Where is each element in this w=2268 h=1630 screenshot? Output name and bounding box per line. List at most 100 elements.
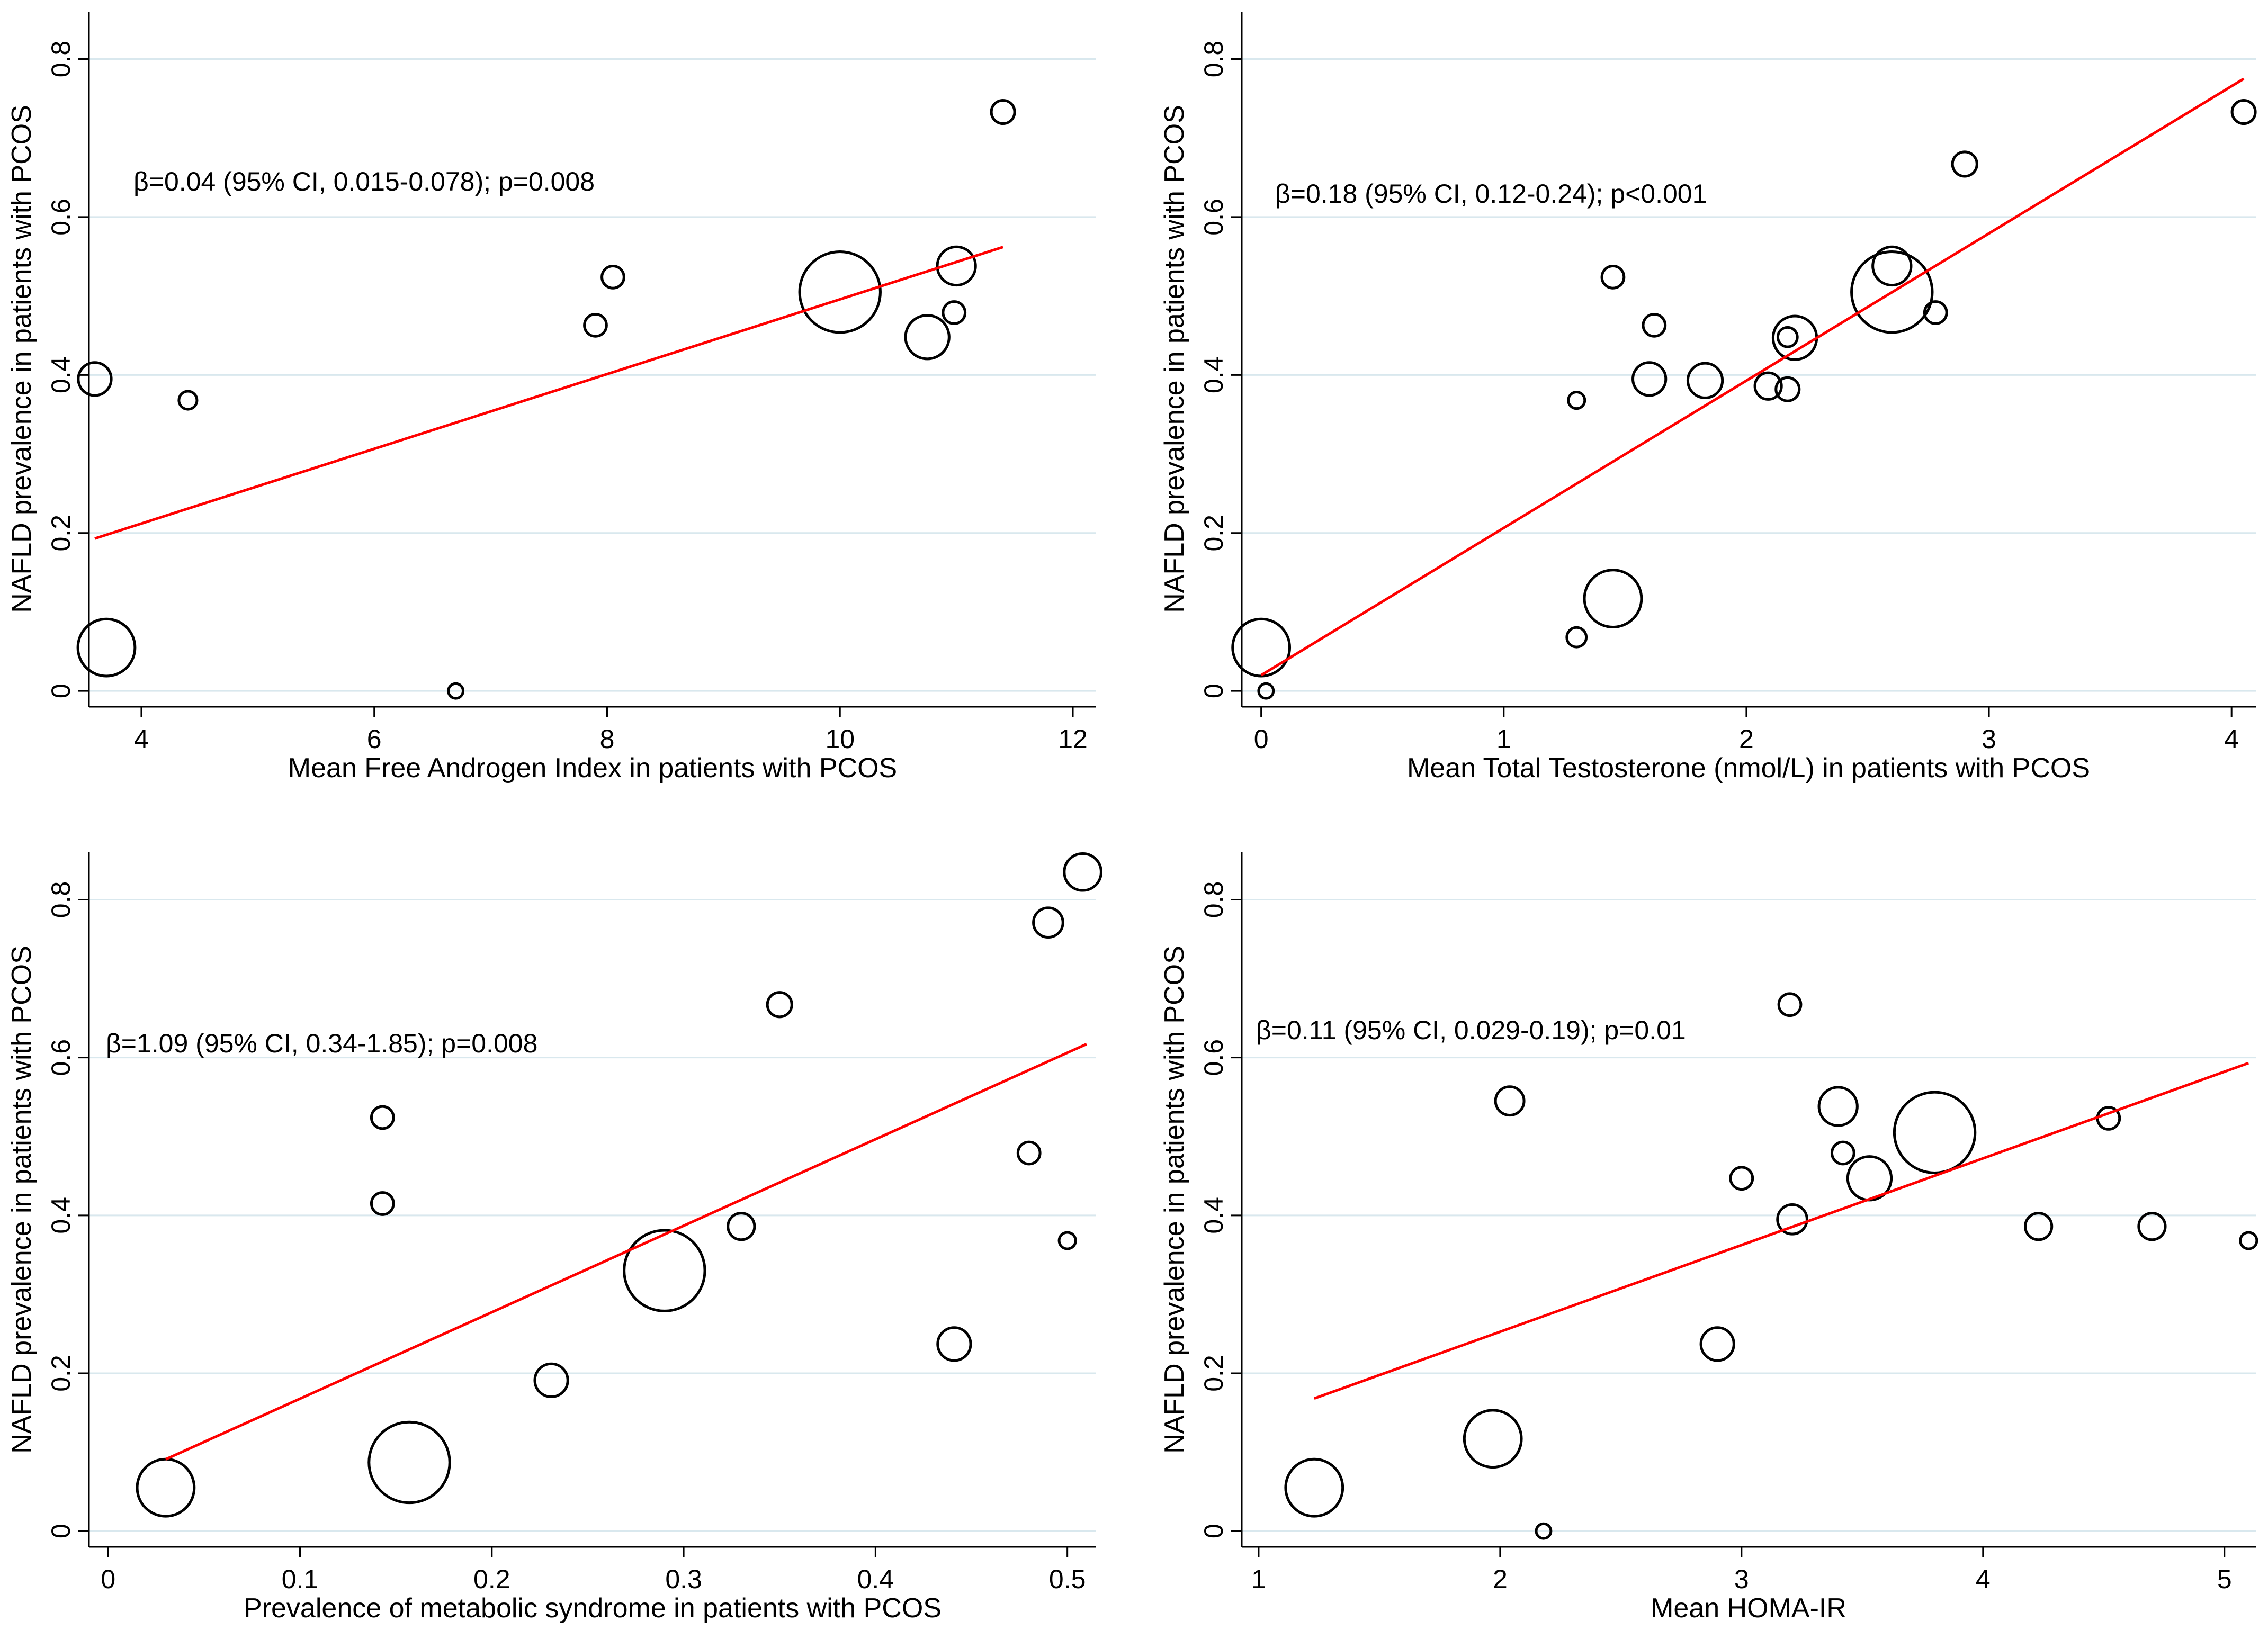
data-point-bubble — [1583, 569, 1643, 628]
panel-metabolic-syndrome: 0 0.2 0.4 0.6 0.8 0 0.1 0.2 0.3 0.4 0.5 β=1.09 (95… — [6, 852, 1102, 1624]
x-tick-label: 2 — [1739, 724, 1754, 754]
beta-annotation: β=0.18 (95% CI, 0.12-0.24); p<0.001 — [1275, 179, 1707, 209]
data-point-bubble — [1535, 1522, 1553, 1540]
x-tick-label: 2 — [1493, 1564, 1508, 1594]
data-point-bubble — [1923, 300, 1948, 325]
grid-lines — [1242, 58, 2256, 692]
data-point-bubble — [990, 98, 1016, 125]
beta-annotation: β=0.04 (95% CI, 0.015-0.078); p=0.008 — [133, 167, 595, 196]
bubbles — [1231, 98, 2257, 700]
y-tick-label: 0.2 — [1199, 1355, 1229, 1392]
data-point-bubble — [77, 361, 113, 397]
x-tick-label: 4 — [134, 724, 149, 754]
x-tick-label: 1 — [1251, 1564, 1266, 1594]
axis-ticks: 0 0.2 0.4 0.6 0.8 1 2 3 4 5 — [1199, 881, 2232, 1594]
data-point-bubble — [600, 264, 625, 290]
data-point-bubble — [370, 1105, 395, 1130]
data-point-bubble — [1631, 361, 1668, 397]
y-tick-label: 0.8 — [46, 881, 76, 918]
bubbles — [76, 98, 1016, 700]
axis-ticks: 0 0.2 0.4 0.6 0.8 4 6 8 10 12 — [46, 41, 1088, 754]
regression-line — [94, 246, 1003, 540]
x-tick-label: 0 — [1254, 724, 1269, 754]
beta-annotation: β=0.11 (95% CI, 0.029-0.19); p=0.01 — [1256, 1015, 1686, 1045]
x-tick-label: 3 — [1734, 1564, 1749, 1594]
y-tick-label: 0.2 — [46, 1355, 76, 1392]
x-tick-label: 0.5 — [1049, 1564, 1086, 1594]
regression-line — [1313, 1061, 2249, 1400]
data-point-bubble — [1753, 371, 1783, 401]
x-tick-label: 5 — [2217, 1564, 2232, 1594]
y-axis-label: NAFLD prevalence in patients with PCOS — [1159, 105, 1190, 613]
grid-lines — [89, 898, 1096, 1532]
grid-lines — [89, 58, 1096, 692]
data-point-bubble — [1774, 376, 1801, 402]
y-axis-label: NAFLD prevalence in patients with PCOS — [6, 105, 37, 613]
data-point-bubble — [2230, 98, 2257, 125]
data-point-bubble — [2024, 1212, 2054, 1241]
data-point-bubble — [177, 390, 199, 411]
data-point-bubble — [2137, 1212, 2167, 1241]
data-point-bubble — [1951, 150, 1978, 178]
x-axis-label: Mean Total Testosterone (nmol/L) in pati… — [1407, 753, 2090, 784]
data-point-bubble — [533, 1362, 569, 1399]
data-point-bubble — [1063, 852, 1102, 892]
data-point-bubble — [1777, 992, 1803, 1017]
data-point-bubble — [1257, 682, 1275, 700]
x-tick-label: 6 — [367, 724, 382, 754]
data-point-bubble — [1284, 1457, 1344, 1518]
data-point-bubble — [1699, 1326, 1735, 1362]
data-point-bubble — [1893, 1091, 1977, 1174]
axis-ticks: 0 0.2 0.4 0.6 0.8 0 0.1 0.2 0.3 0.4 0.5 — [46, 881, 1086, 1594]
data-point-bubble — [1817, 1086, 1859, 1127]
grid-lines — [1242, 898, 2256, 1532]
data-point-bubble — [1776, 1203, 1808, 1236]
data-point-bubble — [1686, 362, 1724, 399]
data-point-bubble — [583, 312, 608, 338]
y-tick-label: 0.8 — [46, 41, 76, 78]
panel-free-androgen-index: 0 0.2 0.4 0.6 0.8 4 6 8 10 12 β=0.04 (95% CI, 0.0… — [6, 12, 1096, 784]
y-tick-label: 0 — [46, 683, 76, 698]
data-point-bubble — [1600, 264, 1626, 290]
x-tick-label: 12 — [1058, 724, 1088, 754]
data-point-bubble — [727, 1212, 756, 1241]
data-point-bubble — [1016, 1140, 1042, 1166]
regression-line — [165, 1043, 1087, 1461]
x-axis-label: Mean Free Androgen Index in patients wit… — [288, 753, 897, 784]
data-point-bubble — [936, 245, 977, 287]
data-point-bubble — [2239, 1231, 2258, 1250]
data-point-bubble — [1729, 1166, 1754, 1191]
data-point-bubble — [904, 314, 951, 361]
data-point-bubble — [1032, 906, 1064, 939]
data-point-bubble — [623, 1229, 706, 1312]
data-point-bubble — [136, 1457, 196, 1518]
data-point-bubble — [798, 250, 882, 334]
y-tick-label: 0.6 — [1199, 199, 1229, 236]
x-tick-label: 0.1 — [282, 1564, 319, 1594]
data-point-bubble — [1494, 1085, 1526, 1117]
x-axis-label: Mean HOMA-IR — [1651, 1593, 1846, 1624]
x-tick-label: 4 — [1976, 1564, 1991, 1594]
data-point-bubble — [1776, 326, 1799, 348]
x-tick-label: 10 — [825, 724, 855, 754]
data-point-bubble — [76, 617, 137, 678]
data-point-bubble — [367, 1420, 451, 1505]
y-tick-label: 0.4 — [1199, 1197, 1229, 1234]
data-point-bubble — [942, 300, 967, 325]
data-point-bubble — [1850, 250, 1934, 334]
bubbles — [1284, 992, 2258, 1540]
y-tick-label: 0 — [46, 1524, 76, 1538]
x-tick-label: 0 — [101, 1564, 115, 1594]
x-axis-label: Prevalence of metabolic syndrome in pati… — [244, 1593, 942, 1624]
y-tick-label: 0.8 — [1199, 41, 1229, 78]
x-tick-label: 0.2 — [473, 1564, 510, 1594]
data-point-bubble — [1771, 314, 1818, 361]
y-tick-label: 0.6 — [1199, 1039, 1229, 1076]
regression-line — [1260, 77, 2245, 677]
axis-ticks: 0 0.2 0.4 0.6 0.8 0 1 2 3 4 — [1199, 41, 2239, 754]
y-tick-label: 0.4 — [46, 357, 76, 394]
y-tick-label: 0 — [1199, 1524, 1229, 1538]
x-tick-label: 8 — [600, 724, 615, 754]
x-tick-label: 0.3 — [665, 1564, 702, 1594]
